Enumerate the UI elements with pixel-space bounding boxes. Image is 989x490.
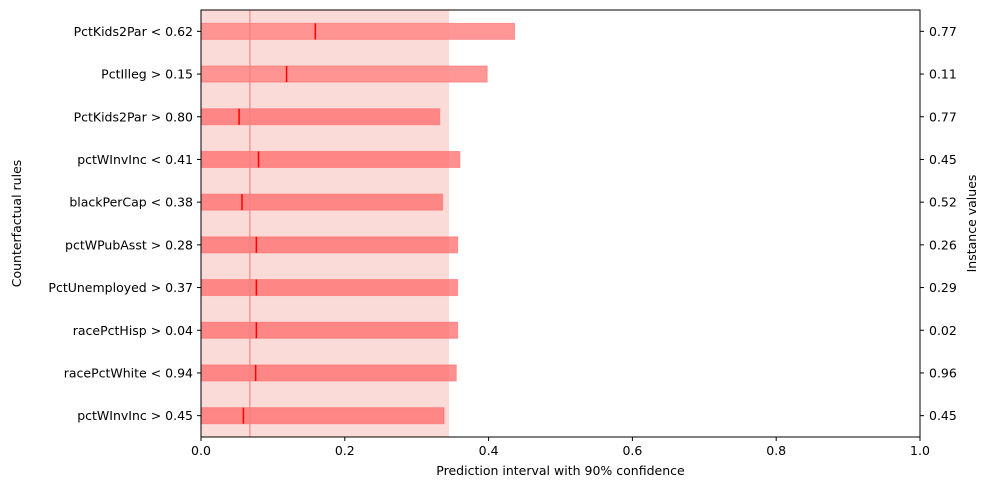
rule-label: pctWPubAsst > 0.28 (65, 237, 193, 252)
x-axis-label: Prediction interval with 90% confidence (436, 463, 685, 478)
interval-bar (200, 364, 457, 382)
interval-bar (200, 236, 459, 254)
rule-label: PctKids2Par < 0.62 (74, 24, 193, 39)
interval-bar (200, 407, 445, 425)
interval-bar (200, 193, 444, 211)
x-tick-label: 0.2 (335, 443, 355, 458)
rule-label: racePctHisp > 0.04 (73, 323, 193, 338)
interval-bar (200, 22, 515, 40)
axes-layer (200, 9, 921, 438)
rule-label: racePctWhite < 0.94 (64, 365, 193, 380)
right-axis-label: Instance values (964, 175, 979, 273)
x-tick-label: 0.4 (479, 443, 499, 458)
instance-value-label: 0.77 (929, 109, 957, 124)
x-tick-label: 0.6 (622, 443, 642, 458)
instance-value-label: 0.96 (929, 365, 957, 380)
rule-label: blackPerCap < 0.38 (69, 195, 193, 210)
instance-value-label: 0.11 (929, 67, 957, 82)
x-tick-label: 1.0 (910, 443, 930, 458)
instance-value-label: 0.45 (929, 152, 957, 167)
interval-bar (200, 321, 459, 339)
rule-label: PctKids2Par > 0.80 (74, 109, 193, 124)
instance-value-label: 0.29 (929, 280, 957, 295)
interval-bar (200, 108, 441, 126)
interval-bar (200, 65, 488, 83)
x-tick-label: 0.0 (191, 443, 211, 458)
bars-layer (200, 22, 515, 425)
ticks-layer: PctKids2Par < 0.62 0.77 PctIlleg > 0.15 0.1… (48, 24, 956, 458)
rule-label: pctWInvInc > 0.45 (77, 408, 193, 423)
instance-value-label: 0.52 (929, 195, 957, 210)
y-axis-label: Counterfactual rules (9, 160, 24, 288)
interval-bar (200, 279, 459, 297)
axes-frame (200, 9, 921, 438)
rule-label: PctIlleg > 0.15 (101, 67, 193, 82)
rule-label: PctUnemployed > 0.37 (48, 280, 193, 295)
instance-value-label: 0.26 (929, 237, 957, 252)
instance-value-label: 0.45 (929, 408, 957, 423)
x-tick-label: 0.8 (766, 443, 786, 458)
instance-value-label: 0.77 (929, 24, 957, 39)
interval-bar (200, 150, 461, 168)
rule-label: pctWInvInc < 0.41 (77, 152, 193, 167)
instance-value-label: 0.02 (929, 323, 957, 338)
